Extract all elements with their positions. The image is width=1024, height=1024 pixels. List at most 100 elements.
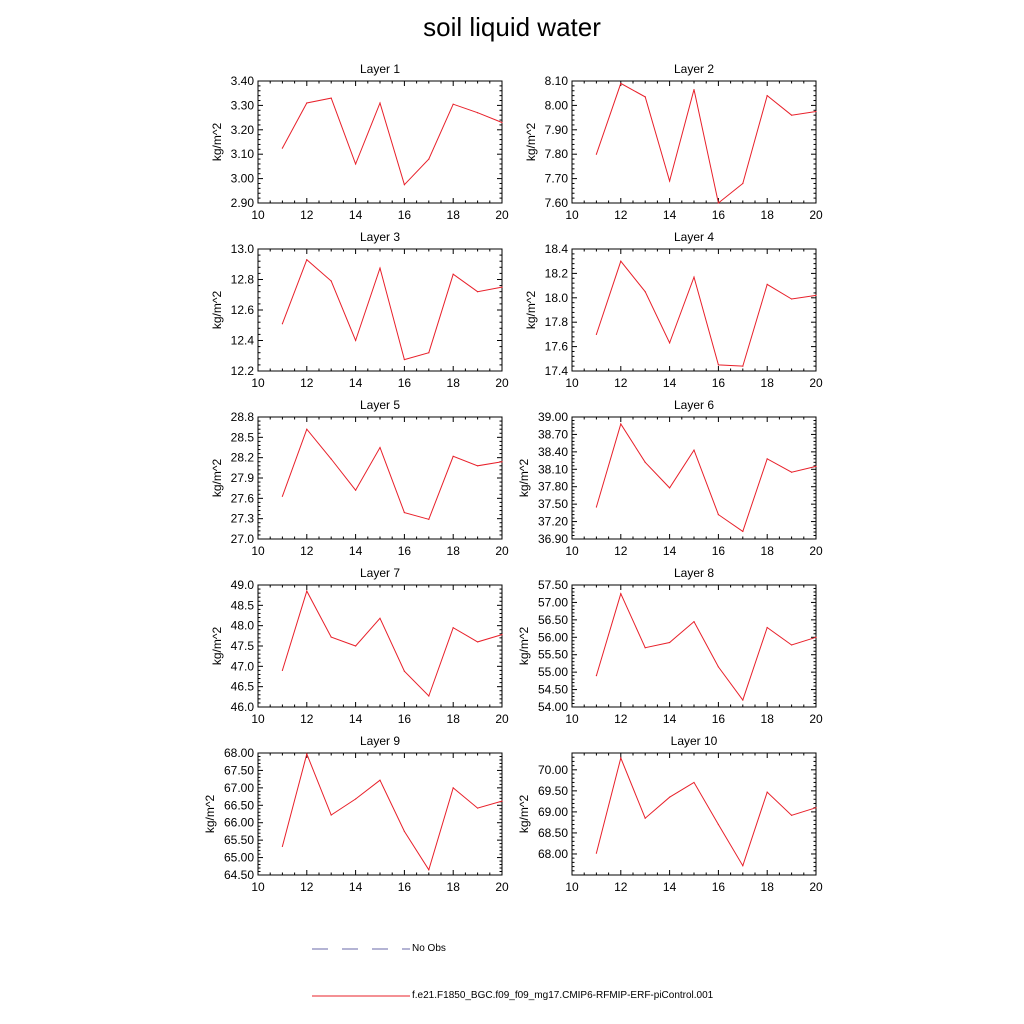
x-tick-label: 16 bbox=[712, 712, 726, 726]
y-tick-label: 3.20 bbox=[231, 123, 255, 137]
plot-frame bbox=[257, 752, 503, 876]
x-tick-label: 14 bbox=[663, 712, 677, 726]
y-tick-label: 36.90 bbox=[538, 532, 568, 546]
y-tick-label: 8.00 bbox=[545, 98, 569, 112]
panel-title: Layer 10 bbox=[671, 734, 718, 748]
data-point bbox=[791, 298, 793, 300]
panel-title: Layer 5 bbox=[360, 398, 400, 412]
y-tick-label: 2.90 bbox=[231, 196, 255, 210]
y-tick-label: 57.00 bbox=[538, 595, 568, 609]
x-tick-label: 18 bbox=[761, 208, 775, 222]
data-point bbox=[477, 465, 479, 467]
data-point bbox=[595, 852, 598, 854]
data-point bbox=[742, 530, 744, 533]
plot-frame bbox=[571, 416, 817, 540]
data-point bbox=[766, 626, 768, 629]
x-tick-label: 12 bbox=[300, 712, 314, 726]
x-tick-label: 14 bbox=[663, 376, 677, 390]
panel-title: Layer 1 bbox=[360, 62, 400, 76]
series-line bbox=[281, 258, 503, 361]
data-point bbox=[693, 449, 695, 451]
x-tick-label: 20 bbox=[809, 544, 823, 558]
panel-layer-10: Layer 10 10 12 14 16 18 20 68.00 68.50 69.00 69.50… bbox=[517, 734, 823, 894]
data-point bbox=[306, 259, 308, 261]
x-tick-label: 10 bbox=[565, 208, 579, 222]
data-point bbox=[379, 267, 381, 269]
data-point bbox=[355, 489, 357, 491]
x-tick-label: 10 bbox=[251, 712, 265, 726]
y-tick-label: 8.10 bbox=[545, 74, 569, 88]
y-tick-label: 37.80 bbox=[538, 480, 568, 494]
y-axis-label: kg/m^2 bbox=[203, 795, 217, 834]
y-tick-label: 48.0 bbox=[231, 619, 255, 633]
y-tick-label: 54.00 bbox=[538, 700, 568, 714]
x-tick-label: 12 bbox=[614, 544, 628, 558]
data-point bbox=[815, 807, 817, 809]
series-line bbox=[595, 82, 817, 204]
data-point bbox=[620, 260, 622, 262]
data-point bbox=[306, 753, 308, 755]
data-point bbox=[766, 283, 768, 285]
y-tick-label: 66.00 bbox=[224, 816, 254, 830]
data-point bbox=[306, 428, 308, 430]
plot-frame bbox=[571, 584, 817, 708]
data-point bbox=[595, 333, 598, 335]
y-axis-label: kg/m^2 bbox=[210, 627, 224, 666]
x-tick-label: 16 bbox=[398, 208, 412, 222]
y-axis-label: kg/m^2 bbox=[210, 459, 224, 498]
data-point bbox=[595, 506, 598, 508]
data-point bbox=[428, 869, 430, 871]
y-tick-label: 56.50 bbox=[538, 613, 568, 627]
x-tick-label: 16 bbox=[712, 880, 726, 894]
y-axis-label: kg/m^2 bbox=[210, 291, 224, 330]
x-tick-label: 16 bbox=[398, 544, 412, 558]
x-tick-label: 18 bbox=[761, 880, 775, 894]
plot-frame bbox=[571, 80, 817, 204]
x-tick-label: 10 bbox=[565, 712, 579, 726]
y-tick-label: 18.0 bbox=[545, 291, 569, 305]
series-line bbox=[281, 428, 503, 520]
series-line bbox=[595, 422, 817, 533]
y-axis-label: kg/m^2 bbox=[517, 627, 531, 666]
plot-frame bbox=[257, 416, 503, 540]
series-line bbox=[595, 756, 817, 867]
y-tick-label: 47.5 bbox=[231, 639, 255, 653]
x-tick-label: 20 bbox=[495, 544, 509, 558]
data-point bbox=[355, 645, 357, 647]
data-point bbox=[501, 800, 503, 802]
y-tick-label: 48.5 bbox=[231, 598, 255, 612]
x-tick-label: 20 bbox=[809, 880, 823, 894]
data-point bbox=[742, 865, 744, 867]
data-point bbox=[693, 781, 695, 784]
data-point bbox=[428, 352, 430, 354]
x-tick-label: 12 bbox=[300, 208, 314, 222]
y-tick-label: 55.00 bbox=[538, 665, 568, 679]
data-point bbox=[281, 495, 283, 497]
y-axis-label: kg/m^2 bbox=[210, 123, 224, 162]
data-point bbox=[330, 636, 332, 638]
x-tick-label: 10 bbox=[251, 544, 265, 558]
x-tick-label: 16 bbox=[398, 712, 412, 726]
data-point bbox=[281, 845, 283, 848]
x-tick-label: 14 bbox=[349, 208, 363, 222]
data-point bbox=[693, 88, 695, 91]
data-point bbox=[766, 458, 768, 460]
y-tick-label: 12.8 bbox=[231, 273, 255, 287]
y-tick-label: 28.2 bbox=[231, 451, 255, 465]
x-tick-label: 20 bbox=[495, 376, 509, 390]
data-point bbox=[693, 621, 695, 623]
y-tick-label: 3.30 bbox=[231, 98, 255, 112]
y-tick-label: 49.0 bbox=[231, 578, 255, 592]
x-tick-label: 10 bbox=[565, 544, 579, 558]
plot-frame bbox=[571, 248, 817, 372]
data-point bbox=[595, 153, 598, 155]
data-point bbox=[815, 294, 817, 296]
y-tick-label: 68.00 bbox=[224, 746, 254, 760]
data-point bbox=[477, 641, 479, 643]
data-point bbox=[281, 323, 283, 325]
x-tick-label: 20 bbox=[809, 712, 823, 726]
y-tick-label: 37.50 bbox=[538, 497, 568, 511]
data-point bbox=[452, 273, 454, 275]
y-tick-label: 69.50 bbox=[538, 784, 568, 798]
x-tick-label: 18 bbox=[447, 880, 461, 894]
